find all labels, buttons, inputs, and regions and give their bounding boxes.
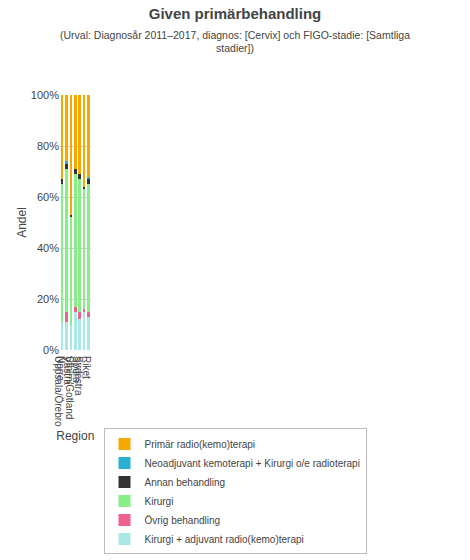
svg-text:100%: 100% <box>31 89 59 101</box>
svg-text:Primär radio(kemo)terapi: Primär radio(kemo)terapi <box>145 439 256 450</box>
svg-text:Annan behandling: Annan behandling <box>145 477 226 488</box>
svg-text:Kirurgi + adjuvant radio(kemo): Kirurgi + adjuvant radio(kemo)terapi <box>145 534 304 545</box>
svg-text:Sydöstra: Sydöstra <box>73 356 84 396</box>
svg-text:20%: 20% <box>37 293 59 305</box>
svg-text:Norra: Norra <box>55 356 66 381</box>
svg-text:Södra: Södra <box>71 356 82 383</box>
svg-text:0%: 0% <box>43 344 59 356</box>
svg-text:Riket: Riket <box>81 356 92 379</box>
svg-text:Övrig behandling: Övrig behandling <box>145 515 221 526</box>
svg-text:Neoadjuvant kemoterapi + Kirur: Neoadjuvant kemoterapi + Kirurgi o/e rad… <box>145 458 360 469</box>
svg-text:Given primärbehandling: Given primärbehandling <box>149 5 322 22</box>
svg-text:Kirurgi: Kirurgi <box>145 496 174 507</box>
svg-text:Uppsala/Örebro: Uppsala/Örebro <box>53 356 64 427</box>
svg-text:Sthlm/Gotland: Sthlm/Gotland <box>64 356 75 419</box>
svg-text:Andel: Andel <box>15 207 29 238</box>
svg-text:80%: 80% <box>37 140 59 152</box>
svg-text:Västra: Västra <box>62 356 73 385</box>
svg-text:60%: 60% <box>37 191 59 203</box>
svg-text:Region: Region <box>56 429 94 443</box>
svg-text:(Urval: Diagnosår 2011–2017, d: (Urval: Diagnosår 2011–2017, diagnos: [C… <box>60 29 410 55</box>
svg-text:40%: 40% <box>37 242 59 254</box>
